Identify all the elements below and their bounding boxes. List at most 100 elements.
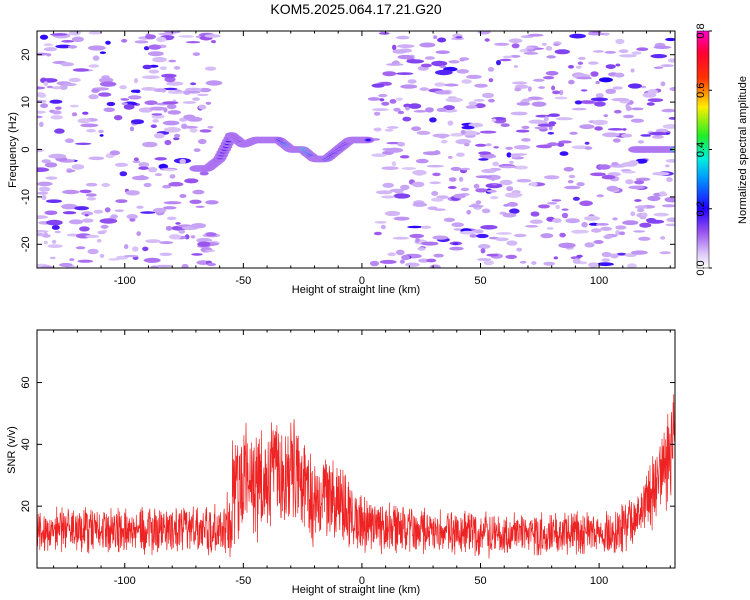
spectrogram-noise-cell (64, 138, 75, 143)
spectrogram-noise-cell (391, 61, 398, 65)
spectrogram-noise-cell (561, 208, 569, 211)
spectrogram-noise-cell (653, 212, 669, 217)
spectrogram-noise-cell (476, 233, 489, 239)
spectrogram-noise-cell (154, 157, 167, 161)
spectrogram-noise-cell (437, 37, 447, 43)
spectrogram-noise-cell (488, 98, 495, 103)
spectrogram-noise-cell (561, 212, 569, 219)
spectrogram-noise-cell (618, 231, 626, 236)
spectrogram-noise-cell (647, 195, 661, 202)
spectrogram-noise-cell (431, 60, 448, 67)
spectrogram-noise-cell (448, 177, 457, 182)
spectrogram-noise-cell (639, 222, 652, 228)
x-tick-label: 100 (590, 275, 608, 287)
spectrogram-noise-cell (661, 108, 675, 113)
spectrogram-noise-cell (500, 123, 510, 127)
spectrogram-noise-cell (371, 153, 387, 157)
spectrogram-noise-cell (150, 124, 157, 128)
spectrogram-noise-cell (595, 93, 604, 98)
spectrogram-noise-cell (166, 81, 184, 86)
spectrogram-noise-cell (142, 141, 158, 148)
spectrogram-noise-cell (569, 33, 586, 39)
spectrogram-noise-cell (405, 262, 420, 267)
spectrogram-noise-cell (54, 230, 61, 234)
spectrogram-noise-cell (584, 242, 595, 248)
spectrogram-noise-cell (185, 87, 202, 92)
spectrogram-noise-cell (389, 99, 397, 104)
spectrogram-noise-cell (456, 69, 469, 74)
x-tick-label: -50 (235, 275, 251, 287)
spectrogram-noise-cell (92, 55, 100, 61)
spectrogram-noise-cell (50, 33, 68, 36)
spectrogram-noise-cell (165, 225, 173, 231)
spectrogram-noise-cell (87, 45, 106, 51)
spectrogram-noise-cell (169, 174, 176, 179)
spectrogram-noise-cell (633, 230, 646, 233)
spectrogram-noise-cell (665, 37, 675, 42)
spectrogram-noise-cell (44, 162, 58, 168)
spectrogram-noise-cell (482, 92, 494, 99)
spectrogram-noise-cell (391, 161, 397, 167)
spectrogram-noise-cell (204, 34, 221, 38)
spectrogram-noise-cell (373, 231, 382, 236)
spectrogram-noise-cell (119, 171, 128, 177)
colorbar-tick-label: 0.2 (695, 201, 707, 216)
spectrogram-noise-cell (67, 169, 76, 173)
spectrogram-noise-cell (393, 107, 401, 112)
spectrogram-noise-cell (400, 84, 418, 89)
spectrogram-noise-cell (384, 128, 394, 132)
spectrogram-x-label: Height of straight line (km) (292, 284, 420, 296)
spectrogram-noise-cell (373, 111, 381, 116)
spectrogram-noise-cell (502, 212, 517, 218)
spectrogram-noise-cell (99, 51, 106, 54)
spectrogram-noise-cell (545, 46, 553, 51)
spectrogram-noise-cell (77, 259, 94, 263)
spectrogram-noise-cell (413, 110, 427, 113)
spectrogram-noise-cell (51, 239, 57, 244)
spectrogram-noise-cell (88, 94, 99, 100)
spectrogram-noise-cell (668, 117, 675, 120)
spectrogram-noise-cell (124, 244, 129, 250)
spectrogram-noise-cell (99, 253, 105, 258)
spectrogram-noise-cell (508, 38, 523, 43)
spectrogram-noise-cell (568, 79, 575, 85)
spectrogram-noise-cell (192, 189, 205, 195)
spectrogram-noise-cell (638, 236, 651, 241)
spectrogram-noise-cell (665, 159, 675, 163)
spectrogram-noise-cell (409, 233, 425, 239)
spectrogram-noise-cell (525, 225, 539, 228)
spectrogram-noise-cell (641, 85, 646, 89)
spectrogram-noise-cell (143, 182, 152, 188)
spectrogram-noise-cell (44, 210, 58, 216)
spectrogram-noise-cell (594, 101, 606, 107)
spectrogram-noise-cell (184, 178, 199, 184)
spectrogram-noise-cell (41, 159, 51, 164)
spectrogram-noise-cell (380, 224, 386, 230)
spectrogram-noise-cell (120, 98, 130, 101)
spectrogram-noise-cell (637, 140, 645, 144)
spectrogram-noise-cell (433, 35, 438, 40)
spectrogram-track-cell (365, 138, 371, 142)
spectrogram-noise-cell (417, 247, 426, 251)
spectrogram-noise-cell (68, 31, 81, 36)
spectrogram-noise-cell (652, 171, 670, 176)
spectrogram-noise-cell (660, 81, 666, 87)
colorbar-tick-label: 0.4 (695, 142, 707, 157)
spectrogram-noise-cell (559, 151, 569, 156)
spectrogram-noise-cell (576, 182, 585, 187)
spectrogram-noise-cell (115, 199, 128, 204)
spectrogram-noise-cell (588, 262, 599, 268)
spectrogram-noise-cell (367, 97, 381, 101)
spectrogram-noise-cell (449, 246, 464, 251)
spectrogram-noise-cell (505, 146, 513, 150)
spectrogram-noise-cell (631, 250, 648, 255)
spectrogram-noise-cell (168, 181, 184, 187)
spectrogram-noise-cell (605, 64, 616, 69)
spectrogram-noise-cell (386, 147, 404, 153)
spectrogram-noise-cell (378, 32, 390, 35)
spectrogram-noise-cell (93, 209, 104, 214)
spectrogram-noise-cell (649, 131, 667, 136)
spectrogram-noise-cell (615, 225, 627, 230)
spectrogram-noise-cell (382, 71, 397, 77)
spectrogram-noise-cell (79, 226, 90, 232)
